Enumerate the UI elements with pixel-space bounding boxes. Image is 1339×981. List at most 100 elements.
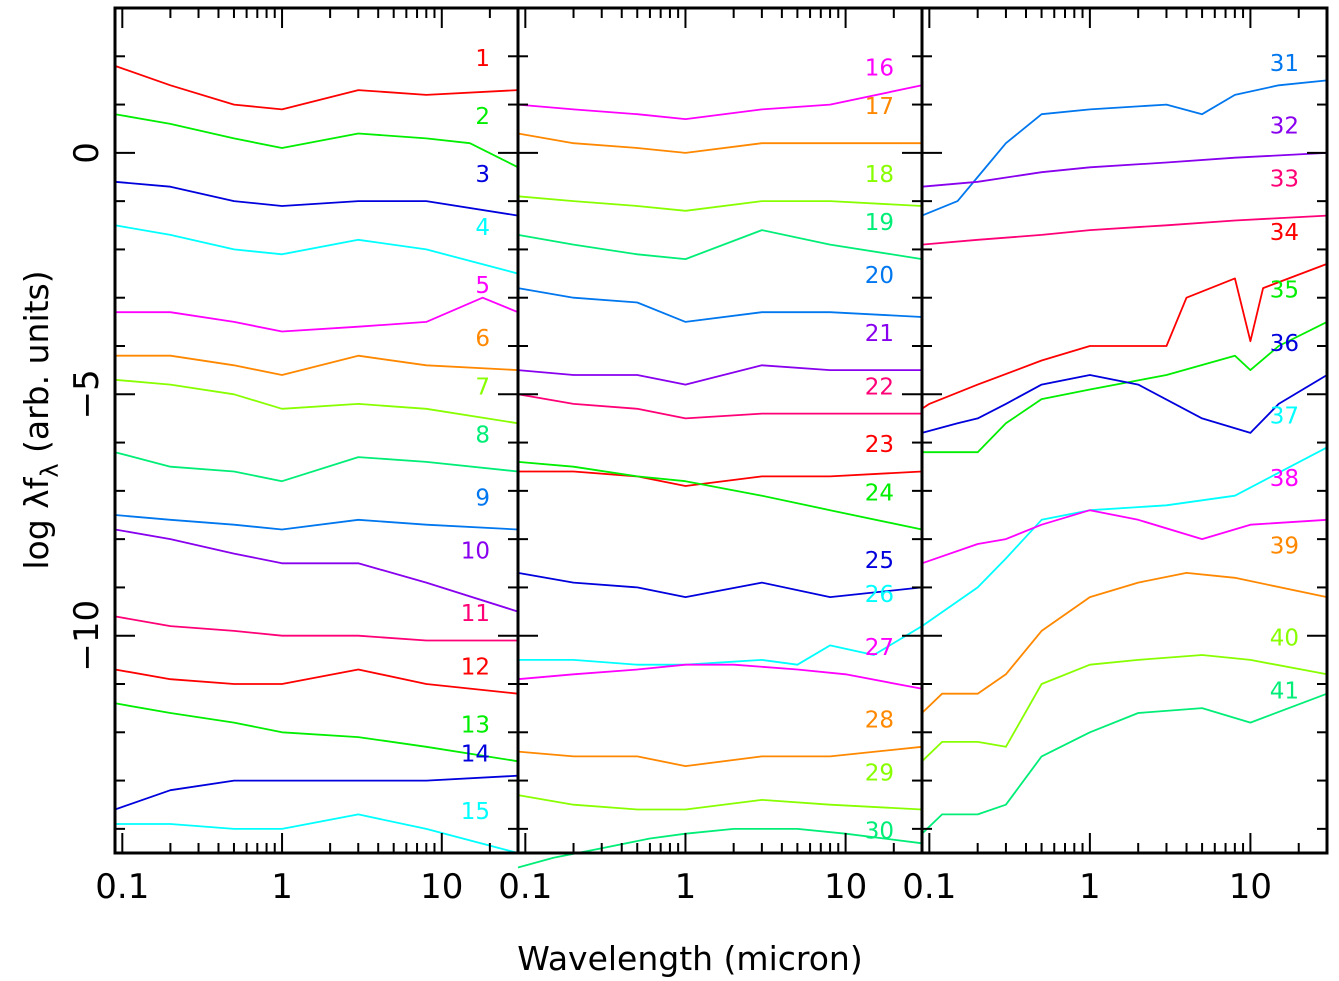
series-line-5 bbox=[115, 296, 519, 333]
series-line-1 bbox=[114, 65, 519, 111]
series-label-8: 8 bbox=[475, 423, 490, 449]
series-line-9 bbox=[114, 514, 519, 531]
y-axis-title-suffix: (arb. units) bbox=[17, 270, 56, 463]
series-line-2 bbox=[114, 113, 519, 169]
series-label-26: 26 bbox=[865, 582, 894, 608]
series-line-38 bbox=[921, 509, 1328, 565]
series-label-39: 39 bbox=[1270, 534, 1299, 560]
series-label-35: 35 bbox=[1270, 278, 1299, 304]
series-line-13 bbox=[114, 702, 519, 763]
series-label-5: 5 bbox=[475, 273, 490, 299]
series-line-6 bbox=[115, 354, 519, 376]
y-axis-title-main: log λf bbox=[17, 476, 56, 569]
series-label-37: 37 bbox=[1270, 403, 1299, 429]
series-label-32: 32 bbox=[1270, 114, 1299, 140]
series-label-16: 16 bbox=[865, 56, 894, 82]
series-line-34 bbox=[921, 263, 1328, 410]
panel-frame-1 bbox=[113, 6, 520, 855]
series-label-7: 7 bbox=[475, 374, 490, 400]
series-line-25 bbox=[517, 572, 923, 598]
panel-frame-2 bbox=[516, 6, 924, 855]
series-label-6: 6 bbox=[475, 326, 490, 352]
series-label-24: 24 bbox=[865, 481, 894, 507]
series-line-36 bbox=[921, 374, 1328, 434]
series-line-20 bbox=[517, 287, 923, 323]
series-label-22: 22 bbox=[865, 374, 894, 400]
series-line-11 bbox=[114, 615, 518, 642]
panel-ticks-3 bbox=[922, 8, 1328, 853]
y-tick-label: 0 bbox=[67, 142, 107, 164]
series-line-29 bbox=[517, 794, 923, 811]
series-line-39 bbox=[921, 572, 1328, 714]
series-label-18: 18 bbox=[865, 162, 894, 188]
series-line-19 bbox=[517, 229, 923, 261]
series-line-30 bbox=[517, 828, 923, 869]
series-label-23: 23 bbox=[865, 432, 894, 458]
x-tick-label: 0.1 bbox=[902, 867, 956, 907]
y-tick-label: −5 bbox=[67, 369, 107, 419]
series-label-21: 21 bbox=[865, 321, 894, 347]
series-line-3 bbox=[114, 180, 519, 217]
series-line-24 bbox=[517, 461, 923, 531]
x-tick-label: 10 bbox=[1229, 867, 1272, 907]
panel-2: 16 17 18 19 20 21 22 23 24 25 26 27 28 29 30 bbox=[516, 6, 924, 869]
series-label-2: 2 bbox=[475, 104, 490, 130]
series-line-4 bbox=[114, 224, 519, 275]
series-label-41: 41 bbox=[1270, 679, 1299, 705]
series-label-40: 40 bbox=[1270, 625, 1299, 651]
x-tick-label: 10 bbox=[824, 867, 867, 907]
series-label-13: 13 bbox=[461, 712, 490, 738]
series-label-31: 31 bbox=[1270, 51, 1299, 77]
series-label-11: 11 bbox=[461, 601, 490, 627]
series-label-4: 4 bbox=[475, 215, 490, 241]
series-line-41 bbox=[921, 692, 1328, 835]
series-line-27 bbox=[517, 663, 923, 690]
series-line-26 bbox=[518, 625, 923, 666]
series-line-14 bbox=[114, 774, 519, 811]
series-label-17: 17 bbox=[865, 94, 894, 120]
series-label-36: 36 bbox=[1270, 331, 1299, 357]
series-line-32 bbox=[921, 152, 1328, 188]
series-label-20: 20 bbox=[865, 263, 894, 289]
series-label-33: 33 bbox=[1270, 167, 1299, 193]
series-label-28: 28 bbox=[865, 708, 894, 734]
series-line-18 bbox=[517, 195, 923, 212]
series-line-10 bbox=[114, 528, 519, 613]
x-axis-title: Wavelength (micron) bbox=[517, 939, 862, 978]
series-line-35 bbox=[922, 321, 1328, 454]
x-tick-label: 10 bbox=[420, 867, 463, 907]
y-axis-title-subscript: λ bbox=[36, 463, 64, 477]
series-line-7 bbox=[114, 378, 519, 425]
series-label-15: 15 bbox=[461, 799, 490, 825]
x-tick-label: 1 bbox=[1079, 867, 1101, 907]
series-line-37 bbox=[921, 446, 1328, 627]
series-line-8 bbox=[114, 451, 519, 483]
series-line-23 bbox=[518, 470, 923, 487]
y-tick-label: −10 bbox=[67, 600, 107, 672]
series-label-29: 29 bbox=[865, 761, 894, 787]
x-tick-label: 1 bbox=[675, 867, 697, 907]
series-line-22 bbox=[517, 393, 922, 420]
x-tick-label: 0.1 bbox=[498, 867, 552, 907]
series-label-25: 25 bbox=[865, 548, 894, 574]
series-label-10: 10 bbox=[461, 539, 490, 565]
series-line-21 bbox=[517, 364, 922, 386]
series-label-3: 3 bbox=[475, 162, 490, 188]
x-tick-label: 0.1 bbox=[95, 867, 149, 907]
series-label-9: 9 bbox=[475, 485, 490, 511]
series-line-40 bbox=[921, 654, 1328, 762]
series-line-12 bbox=[114, 668, 519, 695]
series-line-15 bbox=[115, 813, 519, 854]
series-line-16 bbox=[517, 84, 923, 120]
panel-ticks-2 bbox=[518, 8, 923, 853]
y-axis-title: log λfλ (arb. units) bbox=[17, 270, 64, 569]
series-label-1: 1 bbox=[475, 46, 490, 72]
panel-ticks-1 bbox=[115, 8, 519, 853]
series-line-31 bbox=[921, 79, 1328, 217]
series-line-17 bbox=[517, 132, 922, 154]
panel-3: 31 32 33 34 35 36 37 38 39 40 41 bbox=[920, 6, 1329, 855]
series-label-30: 30 bbox=[865, 819, 894, 845]
